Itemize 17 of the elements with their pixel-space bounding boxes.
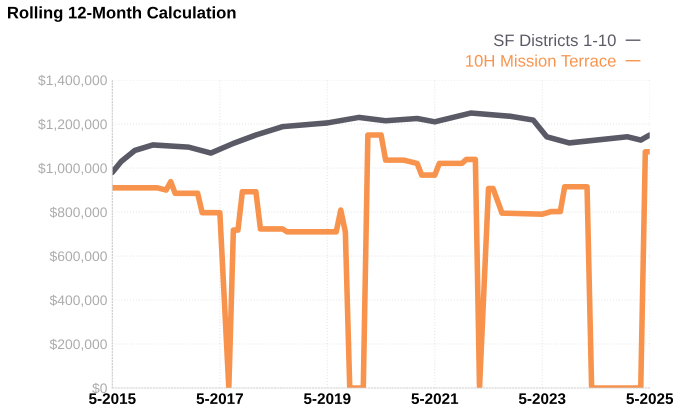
legend-label: SF Districts 1-10	[494, 34, 616, 46]
x-tick-label: 5-2019	[304, 393, 350, 404]
y-tick-label: $0	[92, 382, 107, 394]
x-tick-label: 5-2025	[626, 393, 674, 404]
legend-label: 10H Mission Terrace	[466, 54, 616, 67]
y-tick-label: $1,000,000	[38, 162, 107, 175]
x-tick-label: 5-2017	[196, 393, 243, 404]
y-tick-label: $400,000	[50, 294, 107, 307]
x-tick-label: 5-2023	[518, 393, 566, 404]
chart-title: Rolling 12-Month Calculation	[8, 6, 236, 22]
y-tick-label: $600,000	[50, 250, 107, 263]
x-tick-label: 5-2021	[411, 393, 458, 404]
x-tick-label: 5-2015	[88, 393, 136, 404]
y-tick-label: $200,000	[50, 338, 107, 351]
y-tick-label: $1,200,000	[38, 118, 107, 131]
y-tick-label: $1,400,000	[38, 74, 107, 87]
y-tick-label: $800,000	[50, 206, 107, 219]
